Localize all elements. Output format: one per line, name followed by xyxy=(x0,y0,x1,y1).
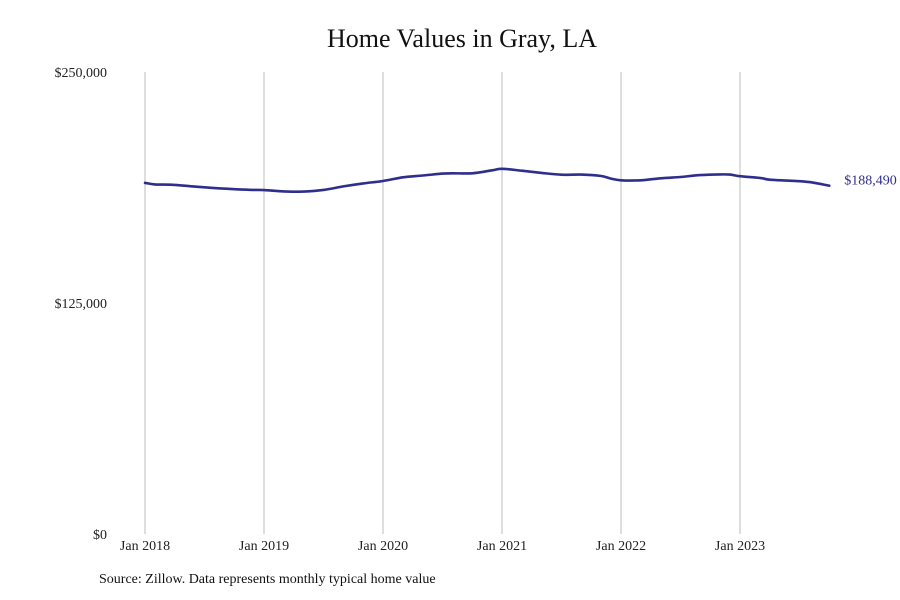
x-tick-label: Jan 2019 xyxy=(239,539,289,554)
x-tick-label: Jan 2020 xyxy=(358,539,408,554)
x-axis-ticks: Jan 2018 Jan 2019 Jan 2020 Jan 2021 Jan 2022… xyxy=(120,539,765,554)
source-note: Source: Zillow. Data represents monthly … xyxy=(99,572,436,587)
x-tick-label: Jan 2022 xyxy=(596,539,646,554)
series-line xyxy=(143,167,831,193)
y-tick-label: $0 xyxy=(93,528,107,543)
x-tick-label: Jan 2021 xyxy=(477,539,527,554)
chart-title: Home Values in Gray, LA xyxy=(326,24,598,53)
series-layer: $188,490 xyxy=(143,167,897,193)
series-end-label: $188,490 xyxy=(844,174,897,189)
y-axis-ticks: $0 $125,000 $250,000 xyxy=(55,66,108,543)
y-tick-label: $125,000 xyxy=(55,297,108,312)
x-tick-label: Jan 2023 xyxy=(715,539,765,554)
grid-lines xyxy=(144,72,741,534)
x-tick-label: Jan 2018 xyxy=(120,539,170,554)
y-tick-label: $250,000 xyxy=(55,66,108,81)
